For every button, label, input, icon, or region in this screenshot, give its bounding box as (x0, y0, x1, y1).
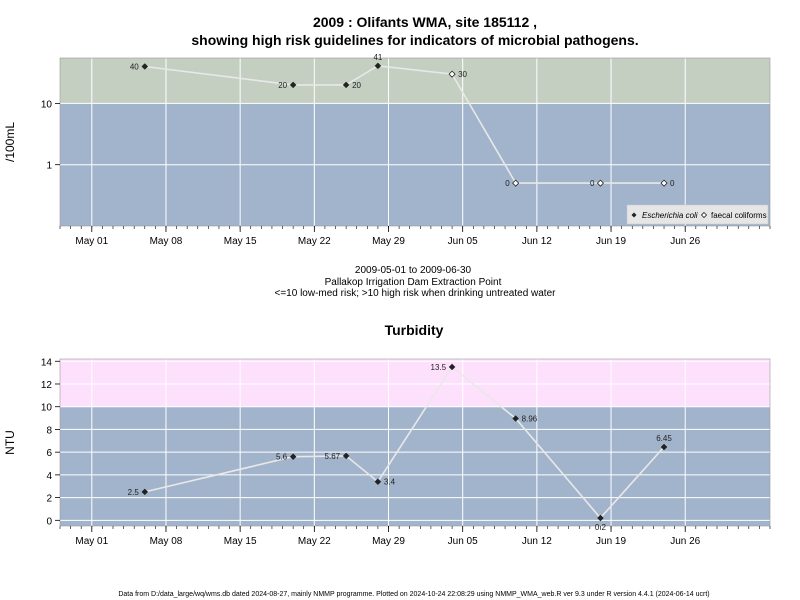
chart2-x-tick-label: Jun 12 (522, 536, 552, 547)
chart2-x-tick-label: May 01 (75, 536, 108, 547)
chart2-x-tick-label: May 22 (298, 536, 331, 547)
chart2-y-tick-label: 2 (46, 494, 52, 505)
chart1-y-tick-label: 10 (41, 99, 53, 110)
footer-note: Data from D:/data_large/wq/wms.db dated … (118, 591, 709, 598)
chart2-data-point (374, 478, 382, 486)
chart2-data-label: 6.45 (656, 434, 672, 443)
chart2-x-tick-label: May 15 (224, 536, 257, 547)
chart1-data-label: 40 (130, 62, 139, 71)
chart2-y-tick-label: 8 (46, 425, 52, 436)
chart1-data-label: 0 (505, 179, 510, 188)
chart2-data-label: 0.2 (595, 523, 607, 532)
chart1-legend: Escherichia coli faecal coliforms (626, 204, 769, 225)
legend-entry-faecal: faecal coliforms (711, 211, 767, 220)
chart1-data-label: 20 (352, 81, 361, 90)
chart1-data-point (660, 179, 668, 187)
chart1-data-point (141, 63, 149, 70)
chart1-series-line (144, 64, 664, 184)
chart1-data-label: 0 (670, 179, 675, 188)
chart1-caption-dates: 2009-05-01 to 2009-06-30 (355, 265, 472, 276)
chart2-y-axis-label: NTU (3, 430, 17, 455)
chart2-series-line (144, 365, 665, 520)
chart1-data-label: 41 (373, 53, 382, 62)
chart1-x-tick-label: Jun 19 (596, 236, 626, 247)
chart2-data-label: 5.6 (276, 453, 288, 462)
chart1-data-label: 0 (590, 179, 595, 188)
chart1-plot-area: May 01 May 08 May 15 May 22 May 29 Jun 05 Jun … (3, 53, 771, 247)
chart2-x-tick-label: May 29 (372, 536, 405, 547)
chart1-x-tick-label: May 29 (372, 236, 405, 247)
chart1-x-tick-label: May 15 (224, 236, 257, 247)
chart2-data-label: 5.67 (325, 452, 341, 461)
chart2-y-tick-label: 10 (41, 403, 53, 414)
chart2-x-tick-label: Jun 19 (596, 536, 626, 547)
chart1-data-point (448, 70, 456, 78)
chart1-x-tick-label: Jun 05 (448, 236, 478, 247)
legend-open-diamond-icon (700, 211, 708, 219)
chart2-frame (59, 358, 771, 527)
chart2-data-label: 3.4 (384, 478, 396, 487)
chart1-data-point (342, 81, 350, 89)
chart1-caption-risk: <=10 low-med risk; >10 high risk when dr… (275, 288, 557, 299)
chart1-x-tick-label: May 08 (150, 236, 183, 247)
chart2-y-tick-label: 0 (46, 516, 52, 527)
chart2-data-label: 13.5 (431, 363, 447, 372)
chart2-data-point (342, 452, 350, 460)
chart1-high-risk-band (60, 58, 770, 104)
chart1-y-axis-label: /100mL (3, 122, 17, 162)
chart2-low-risk-band (60, 406, 770, 526)
chart2-high-risk-band (60, 359, 770, 407)
chart2-x-tick-label: May 08 (150, 536, 183, 547)
chart1-data-label: 30 (458, 70, 467, 79)
chart2-data-point (141, 488, 149, 496)
chart2-data-label: 2.5 (128, 488, 140, 497)
chart1-data-label: 20 (278, 81, 287, 90)
chart1-title: 2009 : Olifants WMA, site 185112 , (313, 14, 537, 30)
chart2-data-point (289, 453, 297, 461)
chart1-x-tick-label: May 22 (298, 236, 331, 247)
chart2-x-tick-label: Jun 26 (670, 536, 700, 547)
chart1-data-point (512, 179, 520, 187)
chart1-y-tick-label: 1 (46, 161, 52, 172)
chart2-data-point (448, 363, 456, 371)
legend-entry-ecoli: Escherichia coli (642, 211, 698, 220)
chart2-plot-area: May 01 May 08 May 15 May 22 May 29 Jun 05 Jun … (3, 357, 771, 547)
legend-filled-diamond-icon (631, 212, 637, 218)
chart2-y-tick-label: 14 (41, 357, 53, 368)
chart1-x-tick-label: Jun 12 (522, 236, 552, 247)
chart2-data-label: 8.96 (522, 415, 538, 424)
chart1-data-point (374, 62, 382, 70)
chart2-data-point (597, 514, 604, 522)
chart1-subtitle: showing high risk guidelines for indicat… (191, 32, 638, 48)
chart2-data-point (512, 415, 520, 422)
chart1-data-point (596, 179, 605, 187)
chart1-data-point (289, 81, 297, 89)
chart2-y-tick-label: 6 (46, 448, 52, 459)
chart2-y-tick-label: 4 (46, 471, 52, 482)
chart2-title: Turbidity (385, 322, 444, 338)
chart1-caption-site: Pallakop Irrigation Dam Extraction Point (325, 277, 502, 288)
chart1-x-tick-label: May 01 (75, 236, 108, 247)
chart1-frame (59, 57, 771, 227)
chart1-x-tick-label: Jun 26 (670, 236, 700, 247)
chart2-data-point (660, 443, 668, 451)
chart2-y-tick-label: 12 (41, 380, 53, 391)
chart2-x-tick-label: Jun 05 (448, 536, 478, 547)
